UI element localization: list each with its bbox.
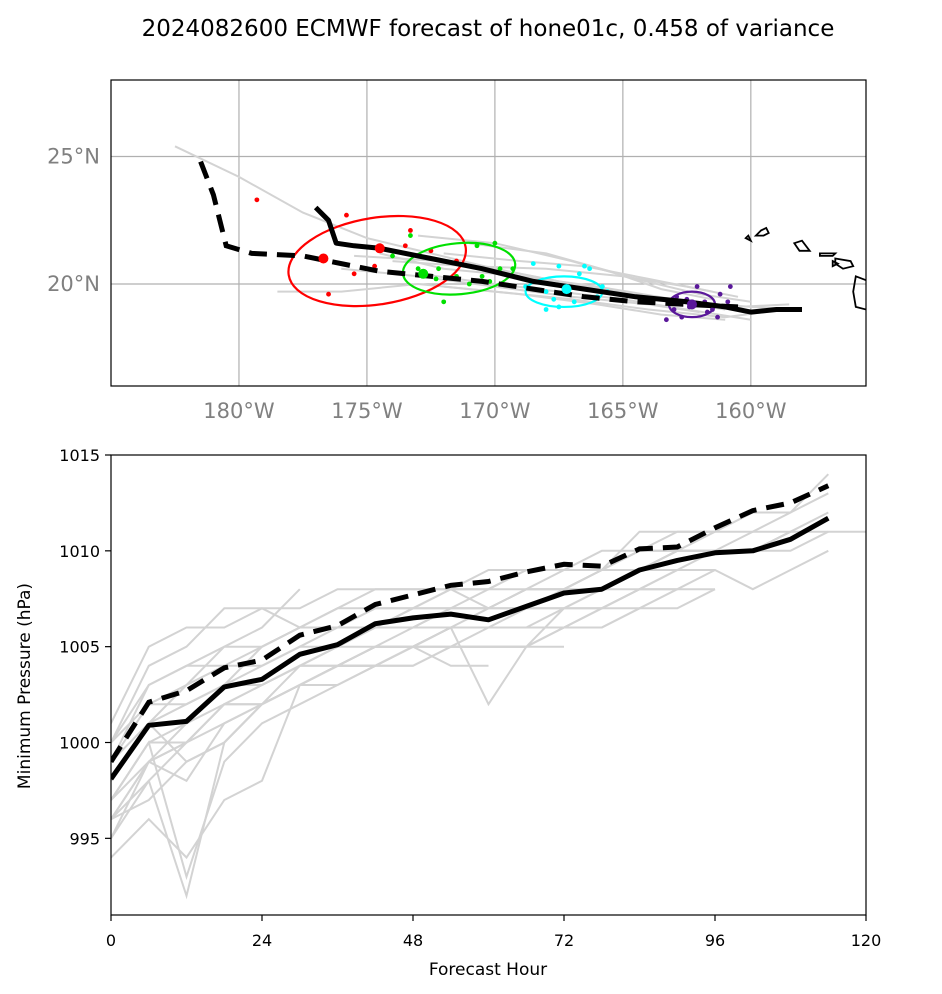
member-points bbox=[254, 197, 733, 323]
ensemble-pressure-line bbox=[111, 530, 715, 724]
mean-pressure-dashed bbox=[111, 483, 830, 764]
member-position-point bbox=[715, 314, 720, 320]
y-tick-label: 995 bbox=[69, 829, 100, 848]
map-lon-tick-label: 180°W bbox=[203, 399, 275, 423]
member-position-point bbox=[415, 266, 421, 272]
island-outline bbox=[753, 226, 770, 237]
map-grid bbox=[111, 80, 866, 386]
ensemble-pressure-line bbox=[111, 645, 564, 821]
ensemble-pressure-line bbox=[111, 530, 829, 782]
member-position-point bbox=[530, 261, 536, 266]
mean-track-dashed bbox=[198, 160, 739, 310]
member-position-point bbox=[326, 291, 331, 297]
ensemble-pressure-line bbox=[111, 588, 715, 820]
map-x-tick-labels: 180°W 175°W 170°W 165°W 160°W bbox=[203, 399, 786, 423]
island-outline bbox=[852, 275, 866, 311]
day-marker bbox=[561, 284, 572, 295]
day-markers bbox=[318, 243, 697, 310]
mean-pressure-solid bbox=[111, 516, 830, 781]
pressure-x-ticks: 0 24 48 72 96 120 bbox=[106, 915, 881, 950]
member-position-point bbox=[556, 263, 562, 269]
island-outline bbox=[744, 234, 753, 243]
member-position-point bbox=[543, 289, 549, 295]
map-lat-tick-label: 25°N bbox=[47, 145, 100, 169]
y-tick-label: 1015 bbox=[59, 446, 100, 465]
map-lon-tick-label: 175°W bbox=[331, 399, 403, 423]
member-position-point bbox=[571, 299, 577, 305]
member-position-point bbox=[727, 284, 733, 289]
island-outline bbox=[792, 239, 812, 252]
x-tick-label: 48 bbox=[403, 931, 423, 950]
day-marker bbox=[374, 243, 385, 254]
member-position-point bbox=[408, 228, 413, 233]
day-marker bbox=[686, 299, 697, 310]
mean-track-solid bbox=[313, 205, 802, 315]
member-position-point bbox=[663, 317, 669, 323]
member-position-point bbox=[543, 307, 549, 312]
island-outline bbox=[819, 252, 838, 257]
ensemble-pressure-line bbox=[111, 588, 716, 801]
ensemble-pressure-line bbox=[111, 607, 640, 839]
x-tick-label: 0 bbox=[106, 931, 116, 950]
map-y-tick-labels: 20°N 25°N bbox=[47, 145, 100, 297]
member-position-point bbox=[551, 296, 557, 302]
member-position-point bbox=[433, 276, 439, 282]
map-lon-tick-label: 170°W bbox=[459, 399, 531, 423]
y-tick-label: 1010 bbox=[59, 542, 100, 561]
pressure-y-ticks: 995 1000 1005 1010 1015 bbox=[59, 446, 111, 848]
member-position-point bbox=[717, 291, 723, 297]
member-position-point bbox=[254, 197, 260, 203]
island-outlines bbox=[744, 226, 866, 311]
member-position-point bbox=[492, 240, 498, 246]
member-position-point bbox=[725, 299, 731, 305]
y-tick-label: 1000 bbox=[59, 734, 100, 753]
ensemble-tracks bbox=[174, 145, 803, 321]
member-position-point bbox=[408, 233, 413, 238]
x-tick-label: 96 bbox=[705, 931, 725, 950]
y-axis-label: Minimum Pressure (hPa) bbox=[15, 583, 35, 789]
uncertainty-ellipse bbox=[287, 214, 468, 308]
y-tick-label: 1005 bbox=[59, 638, 100, 657]
member-position-point bbox=[474, 243, 480, 249]
member-position-point bbox=[372, 263, 378, 269]
ensemble-pressure-line bbox=[111, 569, 716, 801]
member-position-point bbox=[436, 266, 441, 272]
island-outline bbox=[831, 259, 840, 268]
member-position-point bbox=[344, 212, 349, 218]
member-position-point bbox=[576, 271, 582, 277]
member-position-point bbox=[582, 263, 587, 269]
map-frame bbox=[110, 79, 867, 387]
track-map: 180°W 175°W 170°W 165°W 160°W 20°N 25°N bbox=[47, 79, 867, 423]
x-tick-label: 72 bbox=[554, 931, 574, 950]
ensemble-pressure-line bbox=[111, 569, 715, 839]
member-position-point bbox=[497, 266, 503, 272]
member-position-point bbox=[390, 253, 395, 259]
ensemble-pressure-line bbox=[111, 549, 829, 860]
member-position-point bbox=[466, 281, 472, 287]
member-position-point bbox=[479, 273, 485, 279]
member-position-point bbox=[402, 243, 408, 249]
pressure-chart: 0 24 48 72 96 120 995 1000 1005 1010 1015 Forecas… bbox=[15, 446, 881, 980]
x-tick-label: 24 bbox=[252, 931, 272, 950]
pressure-frame bbox=[110, 454, 867, 916]
chart-title: 2024082600 ECMWF forecast of hone01c, 0.… bbox=[142, 16, 835, 42]
ensemble-pressure-line bbox=[111, 588, 301, 744]
map-lat-tick-label: 20°N bbox=[47, 272, 100, 296]
x-tick-label: 120 bbox=[851, 931, 882, 950]
member-position-point bbox=[694, 284, 700, 289]
map-lon-tick-label: 165°W bbox=[587, 399, 659, 423]
ensemble-pressure-line bbox=[111, 569, 602, 743]
map-lon-tick-label: 160°W bbox=[715, 399, 787, 423]
day-marker bbox=[418, 268, 429, 279]
member-position-point bbox=[351, 271, 357, 277]
x-axis-label: Forecast Hour bbox=[429, 960, 547, 980]
member-position-point bbox=[587, 266, 592, 272]
day-marker bbox=[318, 253, 329, 264]
member-position-point bbox=[441, 299, 447, 305]
